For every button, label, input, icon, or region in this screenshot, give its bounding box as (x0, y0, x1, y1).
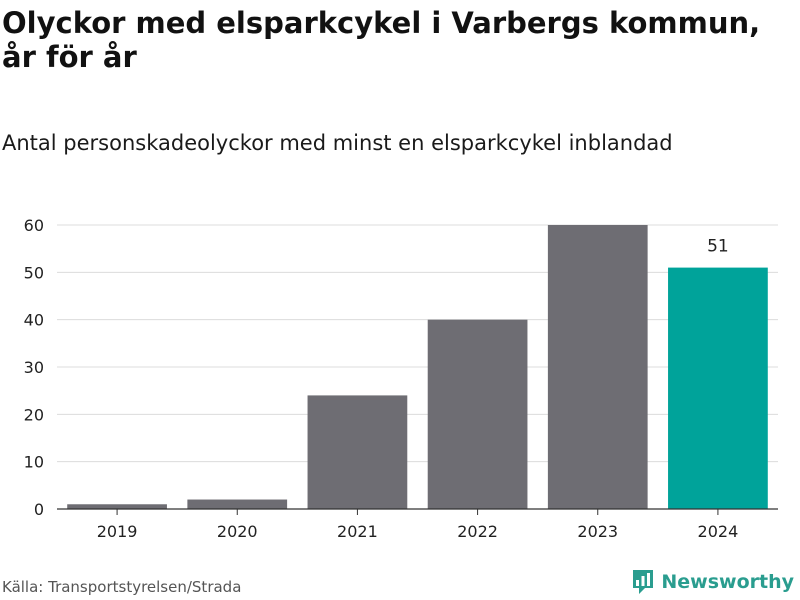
y-axis: 0 10 20 30 40 50 60 (24, 216, 44, 519)
y-tick-label: 0 (34, 500, 44, 519)
bar-2022 (427, 319, 528, 509)
chart-subtitle: Antal personskadeolyckor med minst en el… (2, 131, 673, 155)
chart-title: Olyckor med elsparkcykel i Varbergs komm… (2, 6, 761, 74)
x-tick-label: 2022 (457, 522, 498, 541)
bar-chart-icon (633, 570, 654, 594)
bar-2021 (307, 395, 408, 509)
y-tick-label: 60 (24, 216, 44, 235)
brand-name: Newsworthy (661, 571, 794, 593)
grid-lines (57, 224, 778, 463)
bar-2019 (67, 504, 167, 509)
x-tick-label: 2023 (577, 522, 618, 541)
x-axis: 2019 2020 2021 2022 2023 2024 (57, 508, 778, 541)
x-tick-label: 2021 (337, 522, 378, 541)
data-labels: 51 (707, 237, 729, 257)
data-label: 51 (707, 237, 729, 257)
y-tick-label: 30 (24, 358, 44, 377)
x-tick-label: 2020 (217, 522, 258, 541)
bars (67, 225, 768, 509)
y-tick-label: 20 (24, 405, 44, 424)
y-tick-label: 10 (24, 453, 44, 472)
source-note: Källa: Transportstyrelsen/Strada (2, 578, 242, 596)
bar-2024 (668, 267, 768, 509)
y-tick-label: 50 (24, 263, 44, 282)
y-tick-label: 40 (24, 311, 44, 330)
x-tick-label: 2024 (698, 522, 739, 541)
x-tick-label: 2019 (97, 522, 138, 541)
brand-logo: Newsworthy (631, 568, 794, 596)
bar-2023 (547, 225, 648, 509)
bar-2020 (187, 499, 288, 509)
